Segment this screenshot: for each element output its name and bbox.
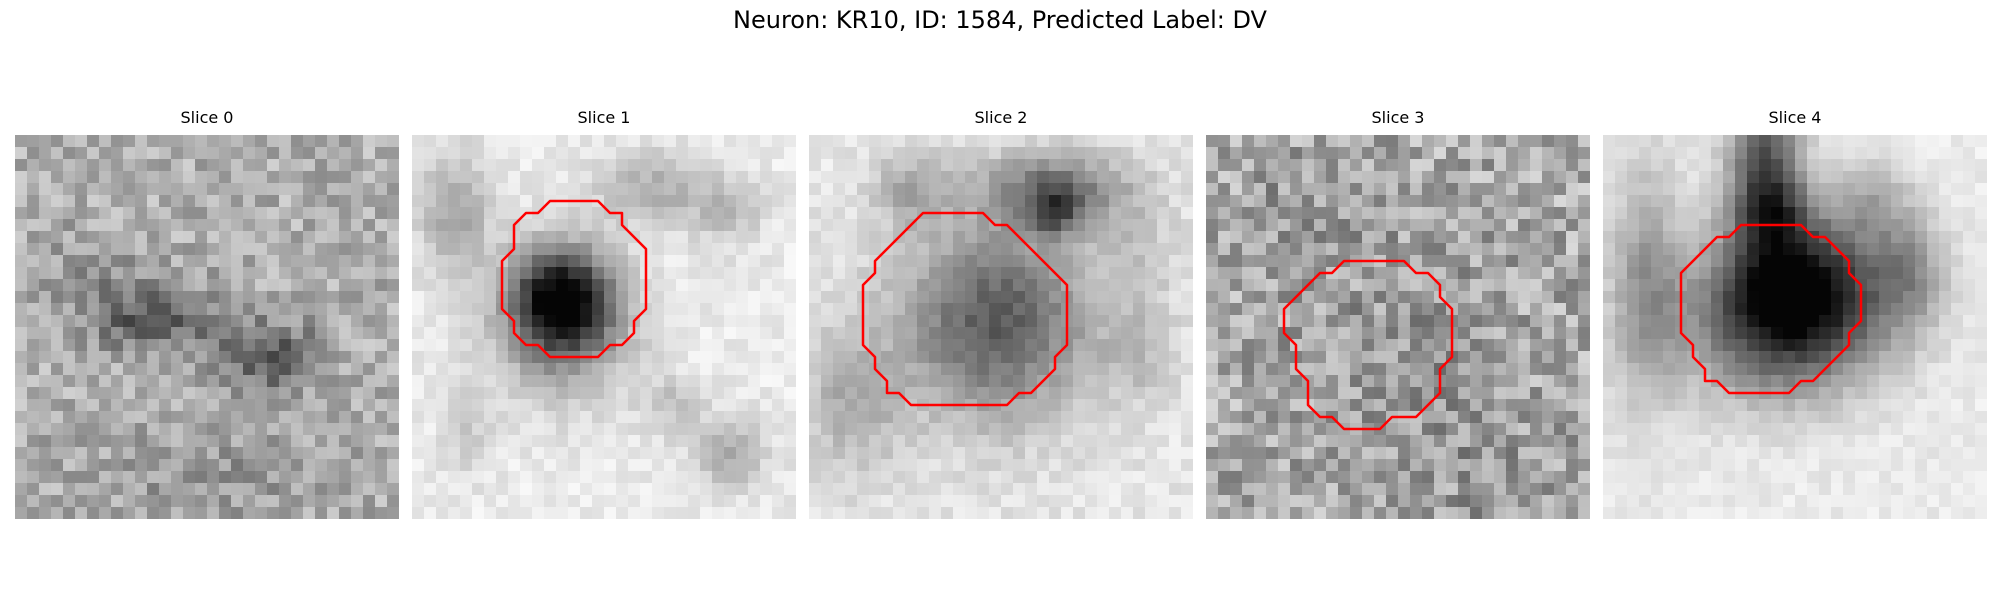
roi-contour [500,199,648,359]
slice-title: Slice 3 [1371,108,1425,127]
slice-title: Slice 0 [180,108,234,127]
slice-image [809,135,1193,519]
slice-title: Slice 2 [974,108,1028,127]
slice-image [1603,135,1987,519]
slice-image [15,135,399,519]
figure-title: Neuron: KR10, ID: 1584, Predicted Label:… [733,6,1267,34]
roi-contour [1679,223,1863,395]
roi-contour [861,211,1069,407]
roi-contour [1282,259,1454,431]
slice-title: Slice 4 [1768,108,1822,127]
slice-image [1206,135,1590,519]
slice-title: Slice 1 [577,108,631,127]
slice-image [412,135,796,519]
